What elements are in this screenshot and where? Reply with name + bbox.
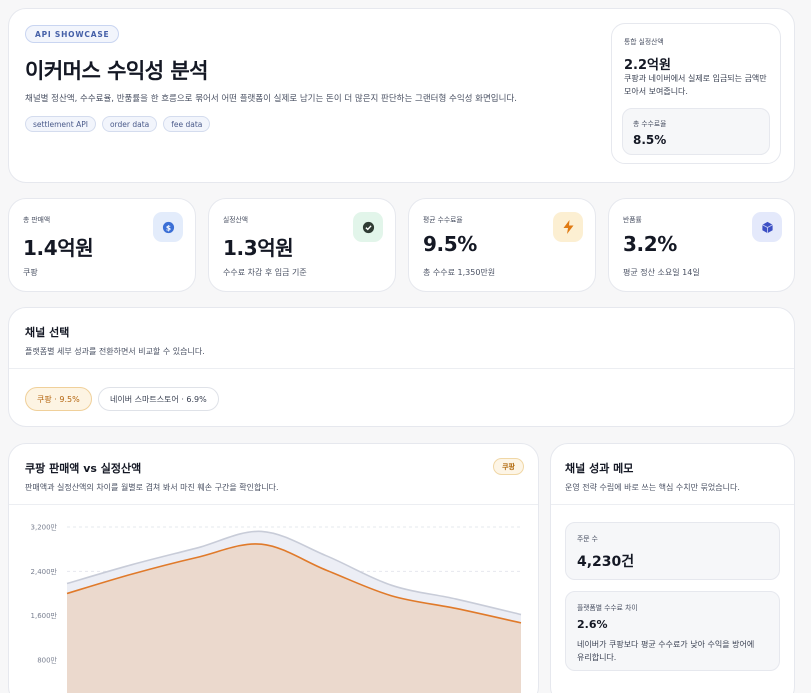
channel-option-coupang[interactable]: 쿠팡 · 9.5% <box>25 387 92 411</box>
y-tick-label: 1,600만 <box>31 611 58 620</box>
memo-card: 채널 성과 메모 운영 전략 수립에 바로 쓰는 핵심 수치만 묶었습니다. 주… <box>550 443 795 693</box>
kpi-label: 평균 수수료율 <box>423 216 463 224</box>
chart-card: 쿠팡 판매액 vs 실정산액 쿠팡 판매액과 실정산액의 차이를 월별로 겹쳐 … <box>8 443 539 693</box>
memo-title: 채널 성과 메모 <box>565 462 634 475</box>
summary-note: 쿠팡과 네이버에서 실제로 입금되는 금액만 모아서 보여줍니다. <box>624 74 767 96</box>
dollar-coin-icon: $ <box>153 212 183 242</box>
orders-box: 주문 수 4,230건 <box>565 522 780 580</box>
summary-value: 2.2억원 <box>624 58 671 73</box>
data-source-chips: settlement API order data fee data <box>25 116 211 132</box>
y-tick-label: 800만 <box>37 656 57 665</box>
kpi-card-settlement: 실정산액 1.3억원 수수료 차감 후 입금 기준 <box>208 198 396 292</box>
total-fee-rate-box: 총 수수료율 8.5% <box>622 108 770 155</box>
settlement-summary-card: 통합 실정산액 2.2억원 쿠팡과 네이버에서 실제로 입금되는 금액만 모아서… <box>611 23 781 164</box>
kpi-value: 1.4억원 <box>23 236 94 260</box>
channel-badge: 쿠팡 <box>493 458 524 475</box>
chip-settlement-api[interactable]: settlement API <box>25 116 96 132</box>
y-tick-label: 3,200만 <box>31 523 58 532</box>
total-fee-rate-label: 총 수수료율 <box>633 120 667 128</box>
chip-fee-data[interactable]: fee data <box>163 116 211 132</box>
fee-gap-value: 2.6% <box>577 618 608 631</box>
y-tick-label: 2,400만 <box>31 567 58 576</box>
kpi-note: 수수료 차감 후 입금 기준 <box>223 268 307 277</box>
total-fee-rate-value: 8.5% <box>633 133 667 147</box>
settlement-series-line <box>66 543 522 624</box>
kpi-card-avg-fee: 평균 수수료율 9.5% 총 수수료 1,350만원 <box>408 198 596 292</box>
fee-gap-note: 네이버가 쿠팡보다 평균 수수료가 낮아 수익을 방어에 유리합니다. <box>577 640 755 662</box>
fee-gap-label: 플랫폼별 수수료 차이 <box>577 604 638 612</box>
sales-vs-settlement-chart: 3,200만 2,400만 1,600만 800만 <box>31 523 522 693</box>
check-circle-icon <box>353 212 383 242</box>
divider <box>9 504 538 505</box>
api-showcase-tag: API SHOWCASE <box>25 25 120 43</box>
kpi-label: 총 판매액 <box>23 216 51 224</box>
kpi-value: 1.3억원 <box>223 236 294 260</box>
chart-description: 판매액과 실정산액의 차이를 월별로 겹쳐 봐서 마진 훼손 구간을 확인합니다… <box>25 483 279 492</box>
sales-series-line <box>66 530 522 616</box>
kpi-label: 실정산액 <box>223 216 249 224</box>
kpi-value: 3.2% <box>623 232 677 256</box>
summary-label: 통합 실정산액 <box>624 38 664 46</box>
box-icon <box>752 212 782 242</box>
page-description: 채널별 정산액, 수수료율, 반품률을 한 흐름으로 묶어서 어떤 플랫폼이 실… <box>25 94 517 104</box>
kpi-note: 평균 정산 소요일 14일 <box>623 268 700 277</box>
channel-section-description: 플랫폼별 세부 성과를 전환하면서 비교할 수 있습니다. <box>25 347 205 356</box>
channel-selector-card: 채널 선택 플랫폼별 세부 성과를 전환하면서 비교할 수 있습니다. 쿠팡 ·… <box>8 307 795 427</box>
hero-card: API SHOWCASE 이커머스 수익성 분석 채널별 정산액, 수수료율, … <box>8 8 795 183</box>
kpi-value: 9.5% <box>423 232 477 256</box>
fee-gap-box: 플랫폼별 수수료 차이 2.6% 네이버가 쿠팡보다 평균 수수료가 낮아 수익… <box>565 591 780 671</box>
kpi-note: 총 수수료 1,350만원 <box>423 268 496 277</box>
chart-title: 쿠팡 판매액 vs 실정산액 <box>25 462 142 475</box>
page-title: 이커머스 수익성 분석 <box>25 59 209 83</box>
channel-section-title: 채널 선택 <box>25 326 70 339</box>
svg-text:$: $ <box>165 223 170 232</box>
settlement-series-area <box>67 543 521 693</box>
kpi-card-return-rate: 반품률 3.2% 평균 정산 소요일 14일 <box>608 198 795 292</box>
channel-option-naver[interactable]: 네이버 스마트스토어 · 6.9% <box>98 387 219 411</box>
kpi-label: 반품률 <box>623 216 642 224</box>
kpi-note: 쿠팡 <box>23 268 38 277</box>
orders-value: 4,230건 <box>577 554 635 570</box>
chip-order-data[interactable]: order data <box>101 116 158 132</box>
divider <box>551 504 794 505</box>
divider <box>9 368 794 369</box>
memo-description: 운영 전략 수립에 바로 쓰는 핵심 수치만 묶었습니다. <box>565 483 740 492</box>
lightning-icon <box>553 212 583 242</box>
orders-label: 주문 수 <box>577 535 598 543</box>
kpi-card-total-sales: 총 판매액 1.4억원 쿠팡 $ <box>8 198 196 292</box>
